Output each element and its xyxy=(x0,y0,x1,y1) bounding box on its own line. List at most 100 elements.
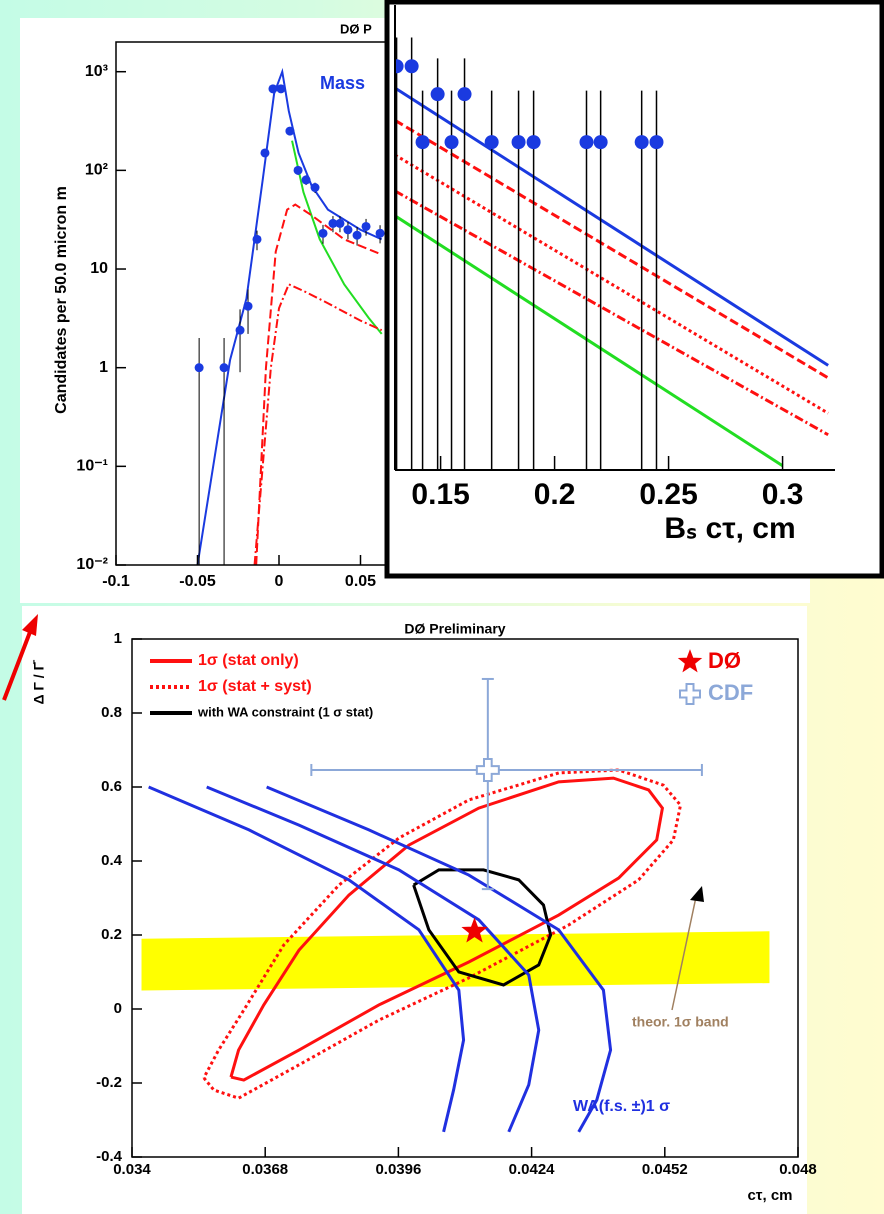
data-point xyxy=(484,135,499,150)
data-point xyxy=(285,126,295,136)
data-point xyxy=(343,225,353,235)
data-point xyxy=(649,135,664,150)
annotation: WA(f.s. ±)1 σ xyxy=(573,1098,670,1115)
curve xyxy=(255,203,383,565)
data-point xyxy=(511,135,526,150)
data-point xyxy=(395,59,404,74)
curve xyxy=(291,140,383,335)
data-point xyxy=(352,230,362,240)
curve xyxy=(412,868,553,987)
pointer-arrow xyxy=(2,631,32,701)
data-point xyxy=(430,87,445,102)
data-point xyxy=(335,218,345,228)
data-point xyxy=(268,84,278,94)
x-tick-label: 0.0452 xyxy=(642,1161,688,1178)
y-tick-label: 0.2 xyxy=(101,926,122,943)
y-tick-label: 0 xyxy=(114,1000,122,1017)
x-tick-label: 0.034 xyxy=(113,1161,151,1178)
data-point xyxy=(328,218,338,228)
y-tick-label: 10² xyxy=(85,162,108,179)
curve xyxy=(395,86,829,367)
legend-label: Mass xyxy=(320,73,365,93)
x-tick-label: 0.25 xyxy=(639,478,697,511)
data-point xyxy=(318,228,328,238)
y-tick-label: 0.4 xyxy=(101,852,123,869)
data-point xyxy=(526,135,541,150)
data-point xyxy=(404,59,419,74)
cross-marker xyxy=(475,757,500,782)
y-tick-label: 10³ xyxy=(85,63,108,80)
y-tick-label: 10⁻¹ xyxy=(76,458,108,475)
legend-label: 1σ (stat only) xyxy=(198,652,299,669)
data-point xyxy=(444,135,459,150)
y-axis-label: Δ Γ / Γ̄ xyxy=(31,659,47,704)
data-point xyxy=(194,363,204,373)
x-tick-label: 0.0368 xyxy=(242,1161,288,1178)
data-point xyxy=(457,87,472,102)
star-marker xyxy=(461,917,488,943)
x-tick-label: 0.3 xyxy=(762,478,804,511)
annotation: theor. 1σ band xyxy=(632,1014,729,1030)
y-tick-label: 0.6 xyxy=(101,778,122,795)
x-tick-label: 0.05 xyxy=(345,573,376,590)
bottom-panel xyxy=(22,606,807,1214)
data-point xyxy=(243,301,253,311)
data-point xyxy=(415,135,430,150)
x-tick-label: -0.05 xyxy=(179,573,216,590)
data-point xyxy=(276,84,286,94)
curve xyxy=(148,785,466,1133)
chart-title: DØ P xyxy=(340,21,372,36)
curve xyxy=(395,189,829,437)
x-tick-label: 0.0396 xyxy=(375,1161,421,1178)
plot-area xyxy=(395,37,829,470)
y-tick-label: -0.2 xyxy=(96,1074,122,1091)
y-tick-label: 1 xyxy=(114,630,122,647)
curve xyxy=(196,67,383,565)
x-axis-label: cτ, cm xyxy=(747,1187,792,1204)
data-point xyxy=(634,135,649,150)
x-tick-label: 0.2 xyxy=(534,478,576,511)
data-point xyxy=(301,175,311,185)
x-tick-label: 0.048 xyxy=(779,1161,817,1178)
curve xyxy=(266,785,613,1133)
legend-label: 1σ (stat + syst) xyxy=(198,678,312,695)
chart-title: DØ Preliminary xyxy=(404,621,505,637)
x-tick-label: 0.0424 xyxy=(509,1161,556,1178)
data-point xyxy=(252,234,262,244)
legend-label: CDF xyxy=(708,680,753,705)
legend-label: DØ xyxy=(708,648,741,673)
curve xyxy=(206,785,541,1133)
data-point xyxy=(260,148,270,158)
plot-area xyxy=(141,677,770,1133)
data-point xyxy=(593,135,608,150)
y-tick-label: 10 xyxy=(90,260,108,277)
data-point xyxy=(219,363,229,373)
legend-symbol xyxy=(677,649,703,673)
y-axis-label: Candidates per 50.0 micron m xyxy=(53,186,70,414)
y-tick-label: -0.4 xyxy=(96,1148,123,1165)
legend-symbol xyxy=(679,683,701,705)
curve xyxy=(202,768,683,1100)
annotation-arrow xyxy=(671,896,697,1011)
x-axis-label: Bₛ cτ, cm xyxy=(664,512,795,545)
x-tick-label: -0.1 xyxy=(102,573,130,590)
plot-area xyxy=(194,67,385,565)
data-point xyxy=(293,165,303,175)
curve xyxy=(229,776,665,1082)
data-point xyxy=(235,325,245,335)
y-tick-label: 10⁻² xyxy=(76,556,108,573)
pointer-arrow-head xyxy=(22,614,38,636)
y-tick-label: 0.8 xyxy=(101,704,122,721)
curve xyxy=(395,214,784,467)
x-tick-label: 0 xyxy=(275,573,284,590)
legend-label: with WA constraint (1 σ stat) xyxy=(197,704,373,719)
data-point xyxy=(310,183,320,193)
curve xyxy=(253,282,383,565)
y-tick-label: 1 xyxy=(99,359,108,376)
data-point xyxy=(579,135,594,150)
data-point xyxy=(375,228,385,238)
x-tick-label: 0.15 xyxy=(411,478,469,511)
annotation-arrow-head xyxy=(690,886,704,902)
